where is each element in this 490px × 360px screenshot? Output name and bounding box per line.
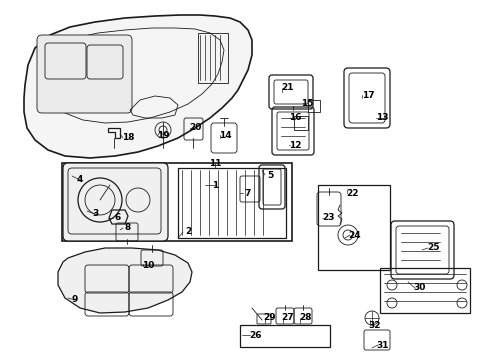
Text: 27: 27 (282, 314, 294, 323)
Bar (380, 268, 470, 313)
Text: 22: 22 (346, 189, 358, 198)
Text: 29: 29 (264, 314, 276, 323)
Text: 13: 13 (376, 113, 388, 122)
Text: 14: 14 (219, 130, 231, 139)
FancyBboxPatch shape (63, 163, 168, 241)
Text: 19: 19 (157, 130, 170, 139)
Text: 6: 6 (115, 213, 121, 222)
Bar (294, 116, 308, 130)
Text: 24: 24 (349, 230, 361, 239)
Bar (62, 163, 292, 241)
Bar (178, 168, 286, 238)
Text: 25: 25 (427, 243, 439, 252)
Text: 23: 23 (322, 213, 334, 222)
Text: 11: 11 (209, 158, 221, 167)
Polygon shape (58, 248, 192, 313)
Text: 18: 18 (122, 134, 134, 143)
Text: 3: 3 (92, 210, 98, 219)
Text: 20: 20 (189, 123, 201, 132)
FancyBboxPatch shape (37, 35, 132, 113)
Bar (240, 325, 330, 347)
Text: 30: 30 (414, 284, 426, 292)
Text: 1: 1 (212, 180, 218, 189)
Text: 8: 8 (125, 224, 131, 233)
Text: 5: 5 (267, 171, 273, 180)
Text: 7: 7 (245, 189, 251, 198)
Text: 12: 12 (289, 140, 301, 149)
Text: 9: 9 (72, 296, 78, 305)
Text: 26: 26 (249, 330, 261, 339)
Text: 4: 4 (77, 175, 83, 184)
Text: 28: 28 (299, 314, 311, 323)
Text: 17: 17 (362, 90, 374, 99)
Text: 15: 15 (301, 99, 313, 108)
Text: 32: 32 (369, 320, 381, 329)
Polygon shape (24, 15, 252, 158)
Text: 31: 31 (377, 341, 389, 350)
Bar (318, 185, 390, 270)
Text: 2: 2 (185, 228, 191, 237)
Text: 21: 21 (281, 84, 293, 93)
Bar (198, 33, 228, 83)
Text: 16: 16 (289, 113, 301, 122)
Text: 10: 10 (142, 261, 154, 270)
Bar (308, 100, 320, 112)
